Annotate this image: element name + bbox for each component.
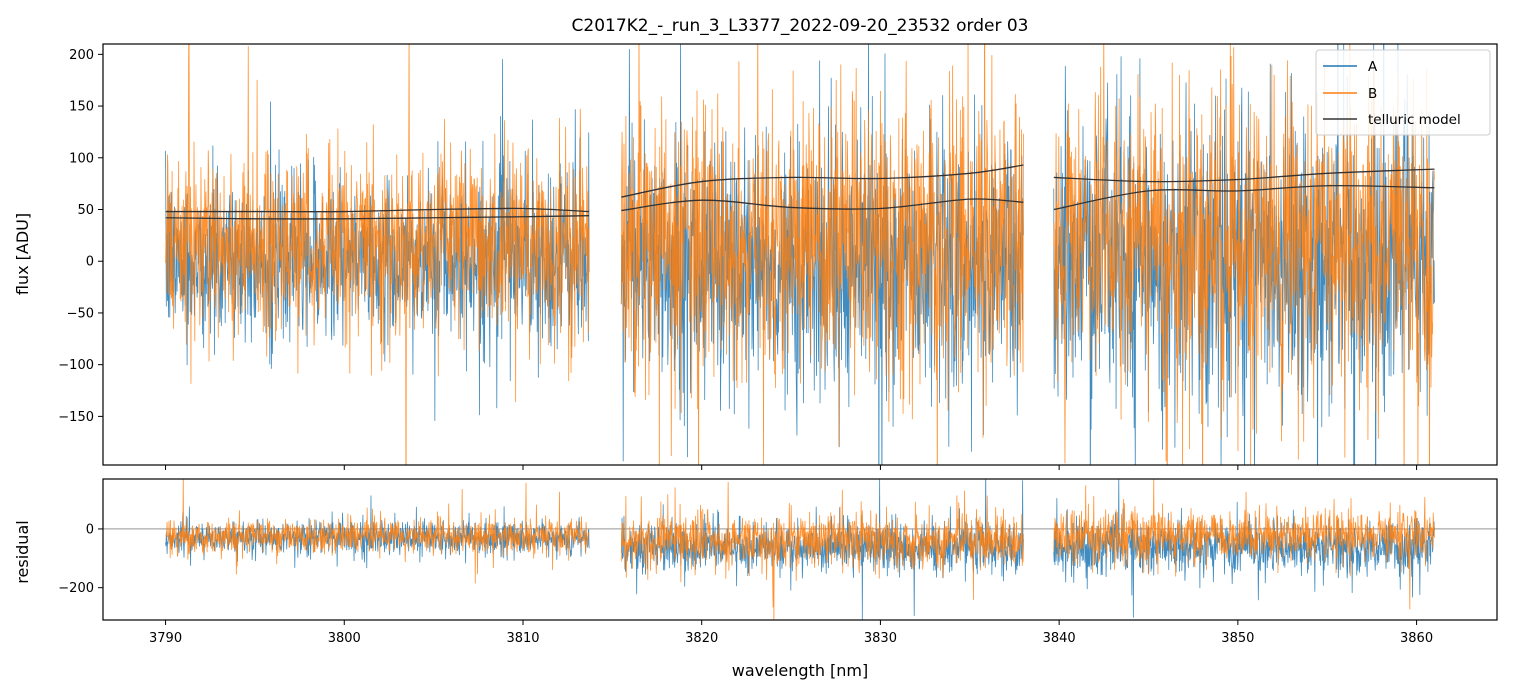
flux-y-axis-label: flux [ADU] bbox=[13, 213, 32, 295]
flux-y-tick-label: 150 bbox=[69, 100, 94, 115]
flux-y-axis: 200 150 100 50 0 −50 −100 −150 bbox=[58, 48, 103, 425]
residual-series-b-segment-1 bbox=[165, 479, 590, 584]
flux-y-tick-label: 200 bbox=[69, 48, 94, 63]
residual-panel-frame bbox=[102, 478, 1498, 621]
flux-panel-frame bbox=[102, 43, 1498, 466]
legend-frame bbox=[1315, 49, 1491, 136]
residual-y-axis: 0 −200 bbox=[58, 522, 103, 596]
flux-series-b-segment-3 bbox=[1053, 44, 1435, 465]
residual-panel: 0 −200 3790 3800 3810 3820 3830 3840 3850 3860 r… bbox=[13, 478, 1498, 646]
legend-label-a: A bbox=[1368, 59, 1378, 75]
x-tick-label: 3810 bbox=[506, 631, 539, 646]
telluric-model-curve-5 bbox=[1053, 168, 1435, 183]
residual-series-b-segment-3 bbox=[1053, 479, 1435, 610]
chart-title: C2017K2_-_run_3_L3377_2022-09-20_23532 o… bbox=[572, 16, 1029, 36]
residual-plot-area bbox=[103, 479, 1497, 620]
x-tick-label: 3860 bbox=[1400, 631, 1433, 646]
residual-series-b-segment-2 bbox=[620, 481, 1024, 620]
residual-y-tick-label: 0 bbox=[86, 522, 94, 537]
flux-series-b-segment-1 bbox=[165, 44, 590, 465]
telluric-model-curve-3 bbox=[621, 164, 1024, 198]
telluric-model-curve-1 bbox=[165, 207, 590, 213]
flux-y-tick-label: 50 bbox=[77, 203, 94, 218]
flux-panel: 200 150 100 50 0 −50 −100 −150 flux [ADU] bbox=[13, 43, 1498, 470]
residual-y-axis-label: residual bbox=[13, 520, 32, 583]
x-tick-label: 3830 bbox=[864, 631, 897, 646]
flux-y-tick-label: 0 bbox=[86, 255, 94, 270]
flux-series-b-segment-2 bbox=[620, 44, 1024, 465]
x-axis-label: wavelength [nm] bbox=[732, 661, 869, 680]
flux-y-tick-label: −50 bbox=[67, 306, 94, 321]
legend: A B telluric model bbox=[1315, 49, 1491, 136]
x-tick-label: 3790 bbox=[149, 631, 182, 646]
legend-label-b: B bbox=[1368, 86, 1377, 102]
x-axis: 3790 3800 3810 3820 3830 3840 3850 3860 bbox=[149, 620, 1433, 646]
flux-x-axis-ticks bbox=[165, 465, 1418, 470]
legend-label-telluric: telluric model bbox=[1368, 112, 1461, 128]
telluric-model-curve-2 bbox=[165, 215, 590, 220]
flux-y-tick-label: 100 bbox=[69, 151, 94, 166]
flux-plot-area bbox=[165, 44, 1435, 465]
x-tick-label: 3850 bbox=[1221, 631, 1254, 646]
x-tick-label: 3840 bbox=[1043, 631, 1076, 646]
telluric-model-curve-4 bbox=[621, 198, 1024, 212]
flux-y-tick-label: −150 bbox=[58, 410, 94, 425]
telluric-model-curve-6 bbox=[1053, 184, 1435, 211]
x-tick-label: 3820 bbox=[685, 631, 718, 646]
x-tick-label: 3800 bbox=[328, 631, 361, 646]
flux-y-tick-label: −100 bbox=[58, 358, 94, 373]
residual-y-tick-label: −200 bbox=[58, 581, 94, 596]
